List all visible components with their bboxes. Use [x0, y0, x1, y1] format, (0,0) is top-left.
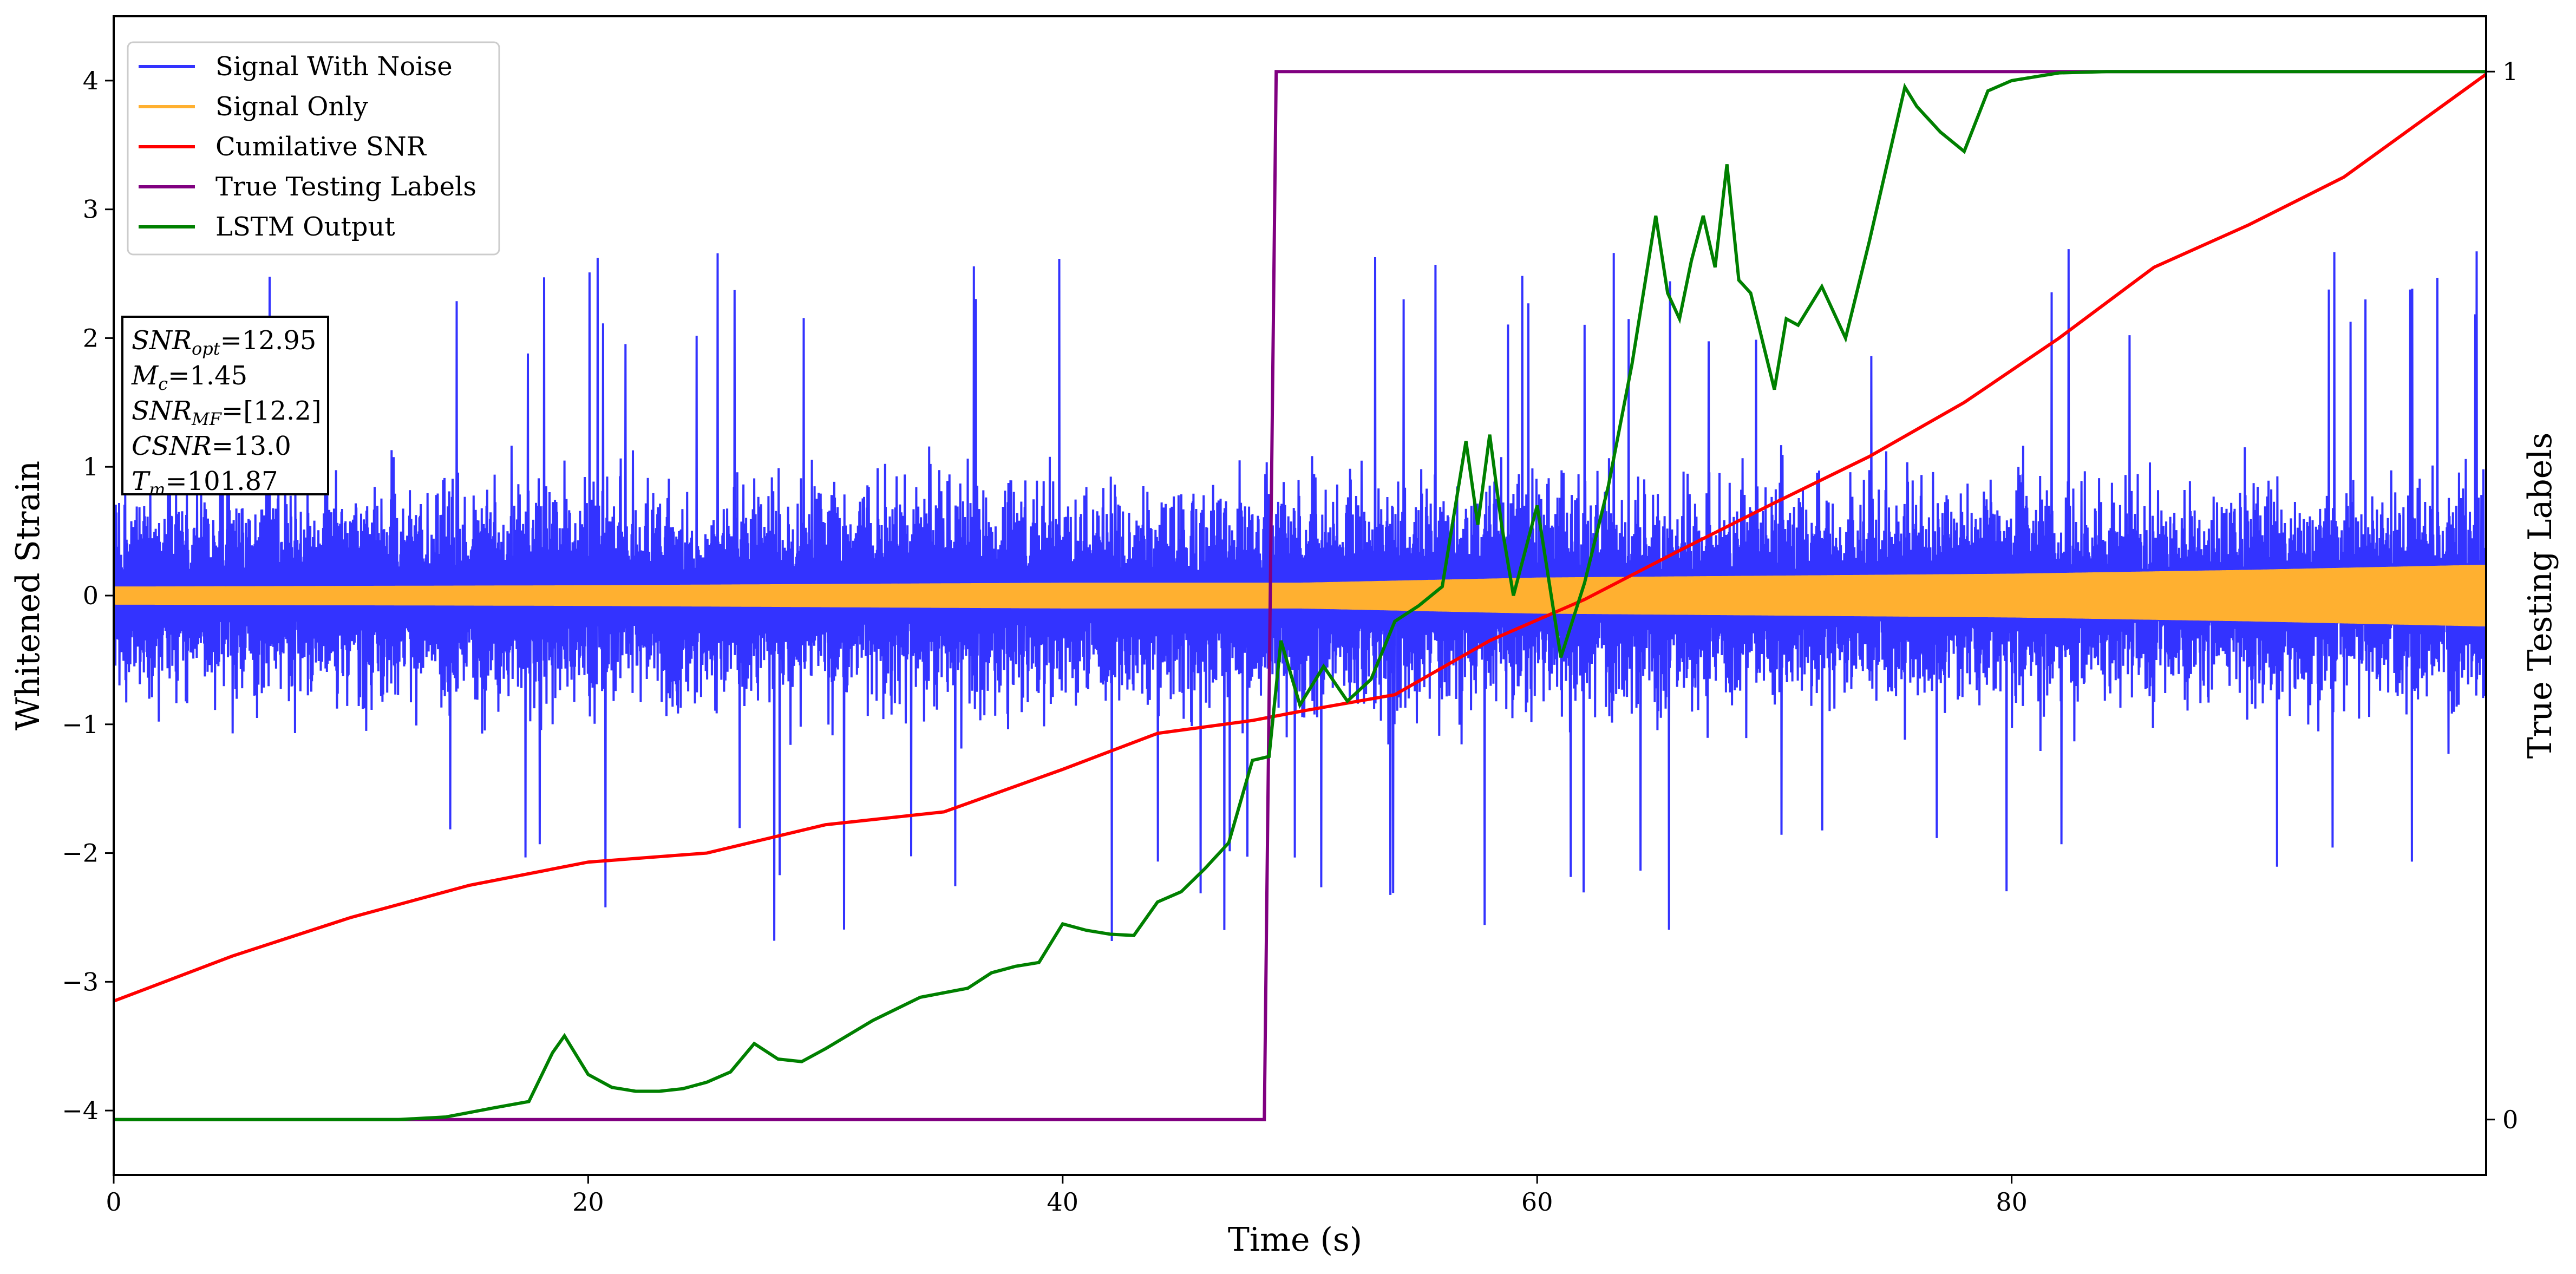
info-row: Mc=1.45	[131, 361, 247, 394]
legend-label: Signal With Noise	[215, 51, 453, 82]
info-row: CSNR=13.0	[132, 431, 291, 461]
y-right-tick-label: 1	[2502, 57, 2518, 86]
legend-frame	[127, 41, 500, 256]
legend-label: Cumilative SNR	[215, 132, 427, 162]
y-tick-label: 0	[83, 581, 99, 610]
x-tick-label: 80	[1996, 1187, 2028, 1217]
y-tick-label: 2	[83, 323, 99, 352]
x-tick-label: 40	[1047, 1187, 1079, 1217]
y-tick-label: 3	[83, 195, 99, 224]
legend-label: True Testing Labels	[215, 172, 476, 202]
y-tick-label: −2	[62, 839, 99, 868]
info-row: SNRopt=12.95	[132, 325, 316, 359]
y-tick-label: −1	[62, 710, 99, 739]
y-tick-label: 1	[83, 452, 99, 481]
legend: Signal With Noise Signal Only Cumilative S…	[127, 41, 500, 256]
y-axis-right-title: True Testing Labels	[2521, 433, 2559, 759]
x-tick-label: 60	[1521, 1187, 1553, 1217]
legend-label: Signal Only	[215, 92, 368, 122]
y-axis-title: Whitened Strain	[9, 461, 47, 730]
x-tick-label: 20	[572, 1187, 604, 1217]
x-tick-label: 0	[106, 1187, 121, 1217]
plot-area	[114, 70, 2486, 1121]
y-right-tick-label: 0	[2502, 1105, 2518, 1134]
series-lstm-output	[114, 70, 2486, 1121]
y-tick-label: 4	[83, 66, 99, 95]
series-true-testing-labels	[114, 70, 2486, 1121]
x-axis-title: Time (s)	[1228, 1221, 1362, 1259]
info-box-frame	[121, 316, 329, 495]
y-tick-label: −3	[62, 967, 99, 996]
info-box: SNRopt=12.95Mc=1.45SNRMF=[12.2]CSNR=13.0…	[121, 316, 329, 500]
legend-label: LSTM Output	[215, 212, 395, 242]
info-row: Tm=101.87	[132, 466, 278, 500]
y-tick-label: −4	[62, 1096, 99, 1125]
info-row: SNRMF=[12.2]	[132, 396, 322, 429]
series-signal-only	[114, 564, 2486, 627]
